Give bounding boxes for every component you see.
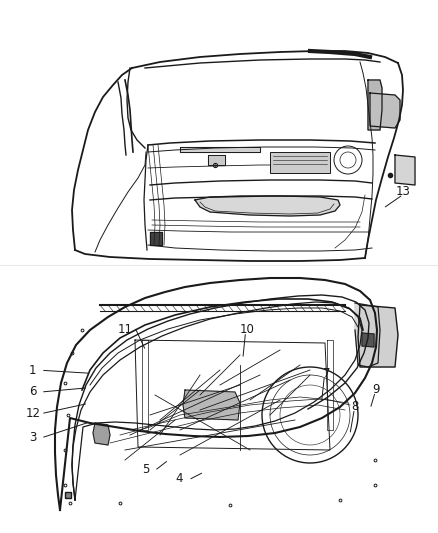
- Text: 9: 9: [372, 383, 380, 395]
- Text: 4: 4: [176, 472, 184, 485]
- Text: 7: 7: [322, 367, 330, 379]
- Text: 11: 11: [117, 323, 132, 336]
- Polygon shape: [208, 155, 225, 165]
- Text: 6: 6: [29, 385, 37, 398]
- Polygon shape: [150, 232, 162, 245]
- Polygon shape: [370, 93, 400, 128]
- Text: 10: 10: [240, 323, 255, 336]
- Polygon shape: [395, 155, 415, 185]
- Text: 12: 12: [25, 407, 40, 419]
- Polygon shape: [362, 333, 374, 347]
- Polygon shape: [195, 196, 340, 216]
- Text: 5: 5: [142, 463, 149, 475]
- Text: 3: 3: [29, 431, 36, 443]
- Text: 8: 8: [351, 400, 358, 413]
- Polygon shape: [180, 147, 260, 152]
- Text: 13: 13: [396, 185, 410, 198]
- Polygon shape: [183, 390, 240, 420]
- Polygon shape: [355, 303, 380, 367]
- Polygon shape: [368, 80, 382, 130]
- Polygon shape: [358, 305, 398, 367]
- Polygon shape: [93, 423, 110, 445]
- Bar: [270, 152, 330, 173]
- Text: 1: 1: [29, 364, 37, 377]
